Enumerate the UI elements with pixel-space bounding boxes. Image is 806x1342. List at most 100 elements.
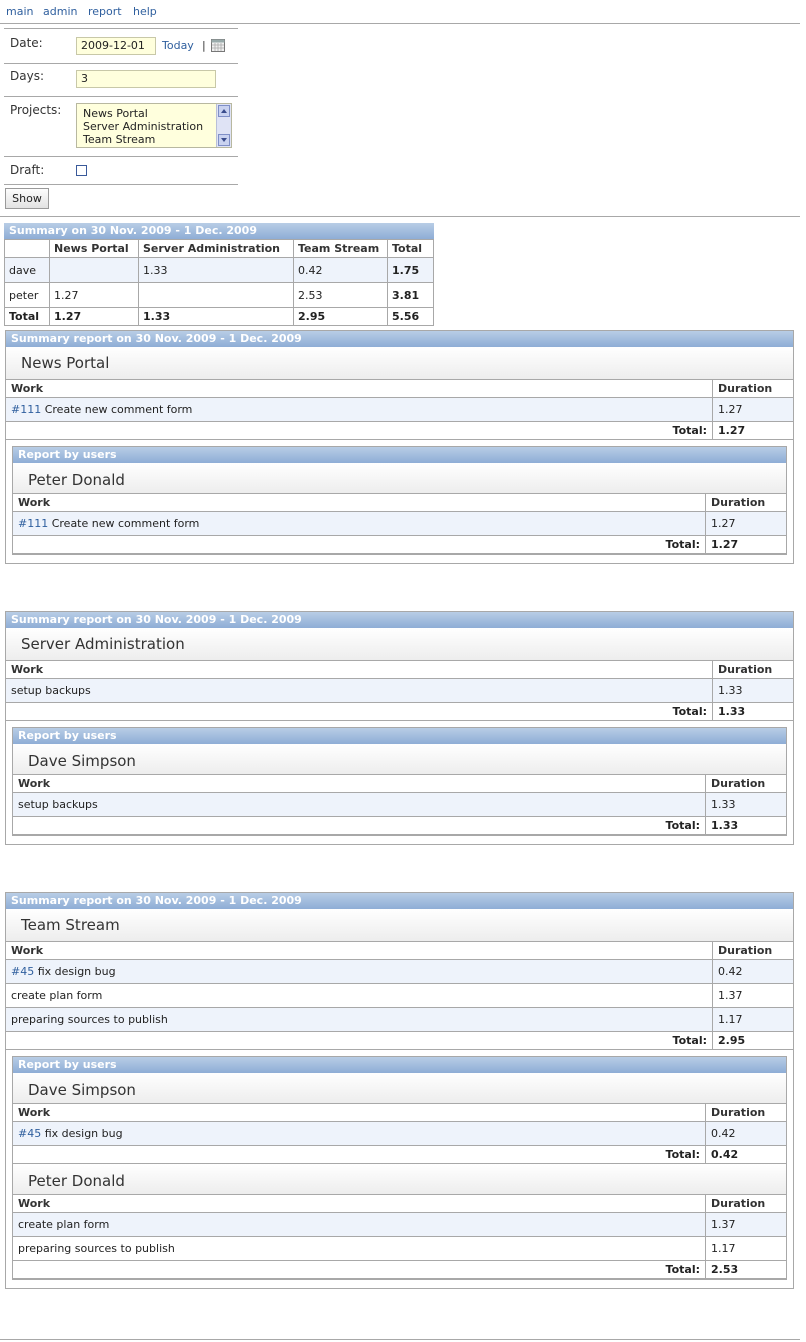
summary-title: Summary on 30 Nov. 2009 - 1 Dec. 2009	[4, 223, 434, 239]
total-label: Total:	[13, 816, 706, 835]
duration-cell: 1.27	[712, 397, 793, 422]
projects-row: Projects: News Portal Server Administrat…	[4, 97, 238, 157]
table-cell: 3.81	[387, 282, 434, 308]
total-value: 1.33	[705, 816, 786, 835]
work-table: Work Duration setup backups 1.33 Total: 1.33	[6, 661, 793, 721]
column-header: Duration	[705, 775, 786, 793]
ticket-link[interactable]: #111	[11, 403, 42, 416]
table-header-row: Work Duration	[13, 1104, 786, 1122]
report-title: Summary report on 30 Nov. 2009 - 1 Dec. …	[6, 612, 793, 628]
table-row: #111 Create new comment form 1.27	[13, 511, 786, 536]
table-cell: 1.75	[387, 257, 434, 283]
table-cell: 0.42	[293, 257, 388, 283]
work-description: fix design bug	[34, 965, 116, 978]
column-header: Team Stream	[293, 239, 388, 258]
report-by-users-title: Report by users	[13, 447, 786, 463]
work-description: Create new comment form	[41, 403, 193, 416]
report-panel: Summary report on 30 Nov. 2009 - 1 Dec. …	[5, 892, 794, 1289]
total-row: Total: 1.33	[6, 702, 793, 721]
table-cell: 2.95	[293, 307, 388, 326]
column-header: Work	[13, 1104, 706, 1122]
total-value: 0.42	[705, 1145, 786, 1164]
projects-select[interactable]: News Portal Server Administration Team S…	[76, 103, 232, 148]
work-description: fix design bug	[41, 1127, 123, 1140]
column-header: Work	[6, 380, 713, 398]
table-header-row: Work Duration	[13, 1195, 786, 1213]
scroll-up-icon[interactable]	[218, 105, 230, 117]
days-row: Days: 3	[4, 63, 238, 97]
work-cell: create plan form	[6, 983, 713, 1008]
table-header-row: Work Duration	[6, 380, 793, 398]
projects-scrollbar[interactable]	[216, 104, 231, 147]
ticket-link[interactable]: #111	[18, 517, 49, 530]
column-header: Duration	[712, 942, 793, 960]
report-by-users: Report by users Dave Simpson Work Duration s…	[12, 727, 787, 836]
column-header: Work	[13, 775, 706, 793]
column-header: Server Administration	[138, 239, 294, 258]
work-cell: #111 Create new comment form	[6, 397, 713, 422]
table-cell: 1.33	[138, 307, 294, 326]
table-cell	[138, 282, 294, 308]
total-label: Total:	[13, 1260, 706, 1279]
work-table: Work Duration setup backups 1.33 Total: 1.33	[13, 775, 786, 835]
nav-help-link[interactable]: help	[133, 5, 157, 18]
work-table: Work Duration #45 fix design bug 0.42 create…	[6, 942, 793, 1050]
table-cell: 1.27	[49, 307, 139, 326]
show-button[interactable]: Show	[5, 188, 49, 209]
projects-label: Projects:	[10, 103, 62, 117]
nav-report-link[interactable]: report	[88, 5, 122, 18]
total-row: Total: 1.27	[13, 535, 786, 554]
project-option[interactable]: Server Administration	[83, 120, 204, 133]
bottom-divider	[0, 1339, 800, 1340]
work-cell: #45 fix design bug	[13, 1121, 706, 1146]
total-value: 1.27	[705, 535, 786, 554]
nav-main-link[interactable]: main	[6, 5, 34, 18]
report-by-users: Report by users Dave Simpson Work Duration #…	[12, 1056, 787, 1280]
report-title: Summary report on 30 Nov. 2009 - 1 Dec. …	[6, 893, 793, 909]
today-link[interactable]: Today	[162, 39, 194, 52]
work-description: preparing sources to publish	[11, 1013, 168, 1026]
column-header: Total	[387, 239, 434, 258]
table-row: #111 Create new comment form 1.27	[6, 397, 793, 422]
report-panel: Summary report on 30 Nov. 2009 - 1 Dec. …	[5, 330, 794, 564]
duration-cell: 1.37	[712, 983, 793, 1008]
draft-checkbox[interactable]	[76, 165, 87, 176]
calendar-icon[interactable]	[211, 39, 225, 52]
column-header: Duration	[705, 494, 786, 512]
report-by-users-title: Report by users	[13, 1057, 786, 1073]
draft-label: Draft:	[10, 163, 45, 177]
table-row: create plan form 1.37	[6, 983, 793, 1008]
top-nav: main admin report help	[0, 0, 800, 24]
days-input[interactable]: 3	[76, 70, 216, 88]
work-table: Work Duration #111 Create new comment form…	[6, 380, 793, 440]
date-label: Date:	[10, 36, 43, 50]
scroll-down-icon[interactable]	[218, 134, 230, 146]
column-header: Duration	[712, 661, 793, 679]
work-description: Create new comment form	[48, 517, 200, 530]
table-cell: peter	[4, 282, 50, 308]
table-row: preparing sources to publish 1.17	[6, 1007, 793, 1032]
nav-admin-link[interactable]: admin	[43, 5, 78, 18]
total-value: 1.27	[712, 421, 793, 440]
total-value: 1.33	[712, 702, 793, 721]
table-header-row: Work Duration	[6, 661, 793, 679]
date-input[interactable]: 2009-12-01	[76, 37, 156, 55]
table-header-row: Work Duration	[13, 775, 786, 793]
project-option[interactable]: News Portal	[83, 107, 148, 120]
days-label: Days:	[10, 69, 44, 83]
project-option[interactable]: Team Stream	[83, 133, 156, 146]
user-name: Peter Donald	[13, 463, 786, 494]
report-by-users: Report by users Peter Donald Work Duration #…	[12, 446, 787, 555]
report-panel: Summary report on 30 Nov. 2009 - 1 Dec. …	[5, 611, 794, 845]
draft-row: Draft:	[4, 157, 238, 185]
report-title: Summary report on 30 Nov. 2009 - 1 Dec. …	[6, 331, 793, 347]
total-row: Total: 1.33	[13, 816, 786, 835]
table-header-row: Work Duration	[13, 494, 786, 512]
table-row: #45 fix design bug 0.42	[13, 1121, 786, 1146]
work-cell: setup backups	[13, 792, 706, 817]
duration-cell: 1.17	[705, 1236, 786, 1261]
user-name: Dave Simpson	[13, 1073, 786, 1104]
ticket-link[interactable]: #45	[18, 1127, 42, 1140]
table-cell: Total	[4, 307, 50, 326]
ticket-link[interactable]: #45	[11, 965, 35, 978]
